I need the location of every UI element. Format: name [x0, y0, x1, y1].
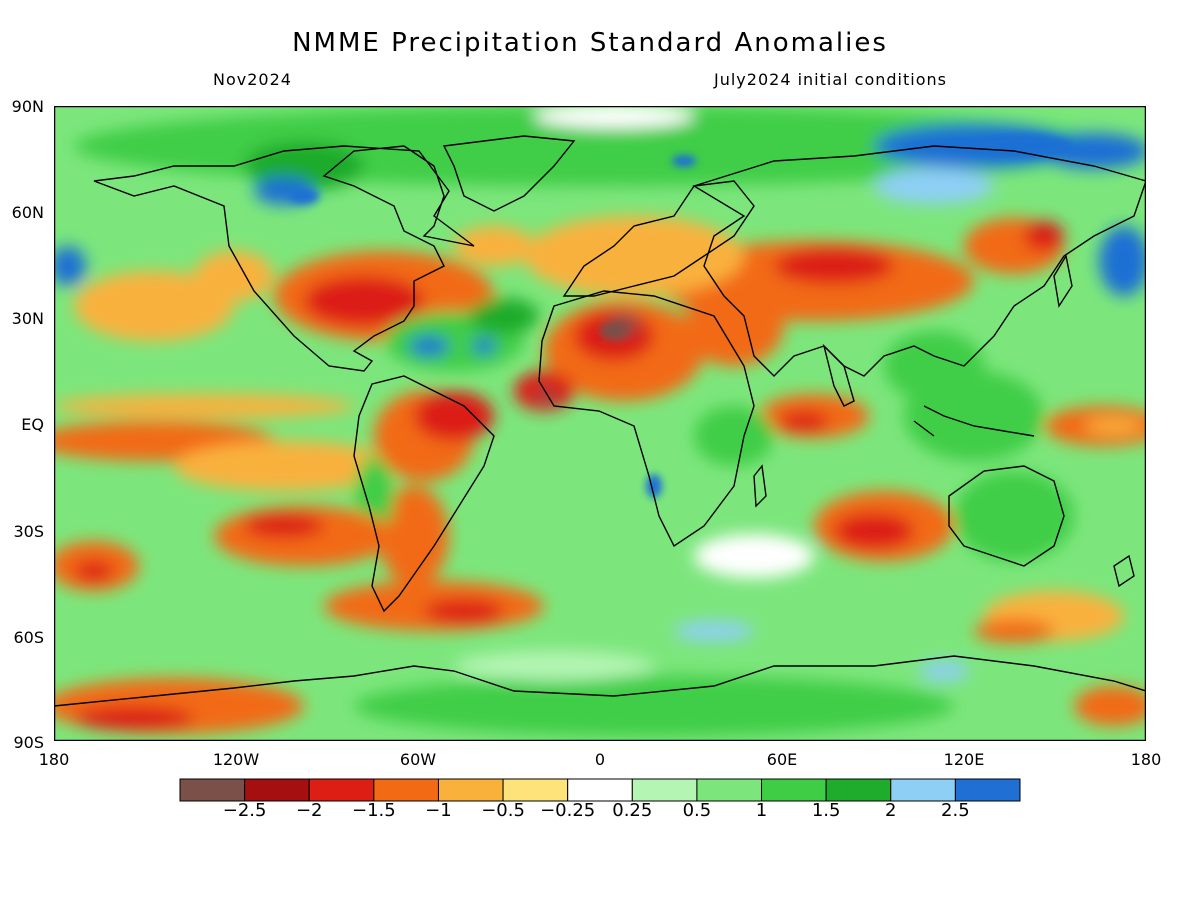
colorbar-swatch — [761, 778, 827, 802]
lon-label-0: 0 — [594, 750, 606, 769]
anomaly-field-details — [289, 134, 1074, 498]
lat-label-60s: 60S — [13, 628, 44, 647]
map-title: NMME Precipitation Standard Anomalies — [292, 28, 888, 58]
lon-label-60w: 60W — [399, 750, 437, 769]
lat-label-60n: 60N — [11, 203, 44, 222]
colorbar-tick-label: 1 — [755, 800, 768, 821]
lon-label-60e: 60E — [766, 750, 798, 769]
colorbar-tick-label: −0.5 — [481, 800, 525, 821]
colorbar-swatch — [308, 778, 375, 802]
colorbar-swatch — [567, 778, 633, 802]
colorbar-tick-label: −2 — [295, 800, 323, 821]
colorbar-tick-label: −0.25 — [540, 800, 596, 821]
lon-label-180w: 180 — [38, 750, 70, 769]
lat-label-30n: 30N — [11, 309, 44, 328]
lon-label-180e: 180 — [1130, 750, 1162, 769]
forecast-month: Nov2024 — [213, 70, 292, 89]
colorbar-tick-label: 2.5 — [941, 800, 970, 821]
lat-label-90n: 90N — [11, 97, 44, 116]
colorbar-swatch — [954, 778, 1021, 802]
lon-label-120e: 120E — [943, 750, 985, 769]
coastlines — [54, 135, 1146, 707]
anomaly-field — [54, 106, 1146, 736]
map-frame — [54, 106, 1146, 741]
colorbar-swatch — [437, 778, 504, 802]
colorbar-tick-label: −1 — [425, 800, 452, 821]
lat-label-eq: EQ — [21, 415, 44, 434]
colorbar-tick-label: 1.5 — [811, 800, 841, 821]
colorbar — [179, 778, 1021, 802]
colorbar-tick-label: 0.5 — [682, 800, 712, 821]
colorbar-tick-label: 0.25 — [612, 800, 653, 821]
lon-label-120w: 120W — [212, 750, 260, 769]
lat-label-30s: 30S — [13, 522, 44, 541]
colorbar-swatch — [825, 778, 892, 802]
anomaly-map — [54, 106, 1146, 741]
colorbar-tick-label: 2 — [885, 800, 897, 821]
colorbar-swatch — [890, 778, 956, 802]
colorbar-tick-label: −2.5 — [222, 800, 267, 821]
colorbar-swatch — [244, 778, 310, 802]
colorbar-swatch — [502, 778, 569, 802]
initial-conditions-label: July2024 initial conditions — [714, 70, 947, 89]
lat-label-90s: 90S — [13, 733, 44, 752]
colorbar-swatch — [696, 778, 763, 802]
colorbar-swatch — [179, 778, 246, 802]
colorbar-swatch — [631, 778, 698, 802]
colorbar-tick-label: −1.5 — [351, 800, 396, 821]
colorbar-swatch — [373, 778, 439, 802]
